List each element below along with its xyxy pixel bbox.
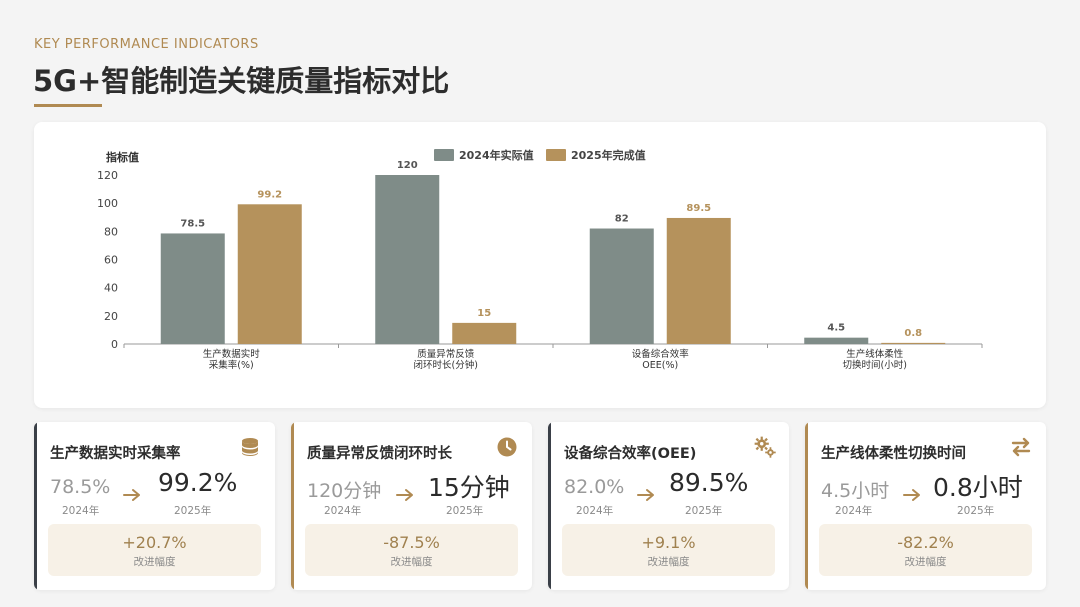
value-2025: 99.2% <box>158 468 238 497</box>
arrow-right-icon <box>396 489 413 501</box>
value-2024: 82.0% <box>564 476 625 498</box>
value-2025: 89.5% <box>669 468 749 497</box>
y-tick-label: 40 <box>104 282 118 295</box>
value-2024: 4.5小时 <box>821 480 890 502</box>
improvement-box: +20.7% 改进幅度 <box>48 524 261 576</box>
x-tick-label: 质量异常反馈 <box>417 348 475 360</box>
value-2024: 78.5% <box>50 476 111 498</box>
kpi-title: 设备综合效率(OEE) <box>564 446 697 462</box>
kpi-card-feedback-loop: 质量异常反馈闭环时长 120分钟 2024年 15分钟 2025年 -87.5%… <box>291 422 532 590</box>
improvement-value: +9.1% <box>641 533 696 552</box>
year-label-2025: 2025年 <box>685 505 723 517</box>
kpi-title: 质量异常反馈闭环时长 <box>307 446 452 462</box>
y-tick-label: 60 <box>104 254 118 267</box>
bar-2024 <box>160 233 225 344</box>
improvement-value: -87.5% <box>383 533 440 552</box>
bar-2025 <box>666 217 731 344</box>
arrow-right-icon <box>123 489 140 501</box>
x-tick-label: 采集率(%) <box>209 359 254 371</box>
y-tick-label: 80 <box>104 225 118 238</box>
data-label: 78.5 <box>180 218 205 229</box>
value-2025: 0.8小时 <box>933 473 1023 502</box>
kpi-card-oee: 设备综合效率(OEE) 82.0% 2024年 89.5% 2025年 +9.1… <box>548 422 789 590</box>
y-tick-label: 100 <box>97 197 118 210</box>
x-tick-label: 生产线体柔性 <box>846 348 904 360</box>
card-accent-bar <box>805 422 808 590</box>
year-label-2024: 2024年 <box>835 505 873 517</box>
x-tick-label: 设备综合效率 <box>632 348 690 360</box>
improvement-value: -82.2% <box>897 533 954 552</box>
legend-label: 2024年实际值 <box>459 148 534 162</box>
improvement-label: 改进幅度 <box>904 556 947 568</box>
arrow-right-icon <box>903 489 920 501</box>
data-label: 15 <box>477 308 491 319</box>
legend-swatch <box>546 149 566 161</box>
improvement-label: 改进幅度 <box>647 556 690 568</box>
data-label: 4.5 <box>827 323 845 334</box>
x-tick-label: 闭环时长(分钟) <box>414 359 478 371</box>
database-icon <box>242 438 258 456</box>
bar-2025 <box>452 322 517 344</box>
card-accent-bar <box>291 422 294 590</box>
arrow-right-icon <box>637 489 654 501</box>
improvement-box: -87.5% 改进幅度 <box>305 524 518 576</box>
card-accent-bar <box>548 422 551 590</box>
improvement-box: -82.2% 改进幅度 <box>819 524 1032 576</box>
bar-chart: 指标值 0 20 40 60 80 100 120 生产数据实时采集率(%) 78.5 99.2 质量… <box>97 148 983 371</box>
legend-swatch <box>434 149 454 161</box>
bar-2024 <box>804 337 869 344</box>
bar-2025 <box>237 204 302 344</box>
data-label: 89.5 <box>686 203 711 214</box>
y-tick-label: 120 <box>97 169 118 182</box>
y-axis-label: 指标值 <box>106 150 139 164</box>
eyebrow-label: KEY PERFORMANCE INDICATORS <box>34 37 259 52</box>
page-title: 5G+智能制造关键质量指标对比 <box>33 64 450 98</box>
year-label-2025: 2025年 <box>174 505 212 517</box>
exchange-icon <box>1011 437 1031 457</box>
data-label: 82 <box>615 214 629 225</box>
bar-2024 <box>375 175 440 344</box>
value-2024: 120分钟 <box>307 480 382 502</box>
year-label-2024: 2024年 <box>576 505 614 517</box>
x-tick-label: 生产数据实时 <box>203 348 261 360</box>
year-label-2025: 2025年 <box>446 505 484 517</box>
y-tick-label: 20 <box>104 310 118 323</box>
card-accent-bar <box>34 422 37 590</box>
title-underline <box>34 104 102 107</box>
x-tick-label: 切换时间(小时) <box>843 359 907 371</box>
improvement-label: 改进幅度 <box>133 556 176 568</box>
value-2025: 15分钟 <box>428 473 510 502</box>
improvement-box: +9.1% 改进幅度 <box>562 524 775 576</box>
improvement-value: +20.7% <box>122 533 187 552</box>
bar-2024 <box>589 228 654 344</box>
year-label-2024: 2024年 <box>324 505 362 517</box>
data-label: 120 <box>397 160 418 171</box>
bar-2025 <box>881 342 946 344</box>
chart-card: 指标值 0 20 40 60 80 100 120 生产数据实时 采集率(%) 78.5 99.2 质量… <box>34 122 1046 408</box>
year-label-2025: 2025年 <box>957 505 995 517</box>
kpi-card-data-collection: 生产数据实时采集率 78.5% 2024年 99.2% 2025年 +20.7%… <box>34 422 275 590</box>
improvement-label: 改进幅度 <box>390 556 433 568</box>
clock-icon <box>497 437 517 457</box>
kpi-title: 生产线体柔性切换时间 <box>821 446 966 462</box>
year-label-2024: 2024年 <box>62 505 100 517</box>
x-tick-label: OEE(%) <box>642 360 678 371</box>
legend-label: 2025年完成值 <box>571 148 646 162</box>
data-label: 0.8 <box>904 328 922 339</box>
data-label: 99.2 <box>257 189 282 200</box>
kpi-card-changeover: 生产线体柔性切换时间 4.5小时 2024年 0.8小时 2025年 -82.2… <box>805 422 1046 590</box>
y-tick-label: 0 <box>111 338 118 351</box>
gears-icon <box>754 436 776 458</box>
kpi-title: 生产数据实时采集率 <box>50 446 181 462</box>
